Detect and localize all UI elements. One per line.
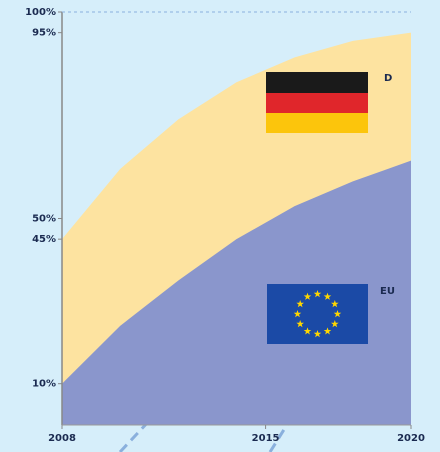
x-tick-label: 2015	[252, 433, 280, 444]
star	[313, 330, 322, 338]
flags	[266, 72, 368, 344]
area	[62, 160, 411, 425]
y-tick-label: 100%	[25, 7, 56, 18]
y-tick-label: 10%	[32, 379, 56, 390]
star	[296, 300, 304, 308]
star	[296, 320, 304, 328]
star	[323, 327, 332, 335]
legend-label: EU	[380, 286, 395, 297]
flag-stripe	[266, 93, 368, 113]
decoration	[268, 419, 292, 452]
flag-stripe	[266, 113, 368, 133]
y-tick-label: 95%	[32, 28, 56, 39]
star	[293, 310, 302, 318]
x-tick-label: 2020	[397, 433, 425, 444]
star	[303, 292, 312, 300]
y-tick-label: 45%	[32, 234, 56, 245]
flag-stripe	[266, 72, 368, 93]
star	[331, 320, 339, 328]
star	[333, 310, 342, 318]
star	[331, 300, 339, 308]
x-tick-label: 2008	[48, 433, 76, 444]
star	[313, 290, 322, 298]
legend-label: D	[384, 73, 392, 84]
y-tick-label: 50%	[32, 214, 56, 225]
star	[323, 292, 332, 300]
star	[303, 327, 312, 335]
